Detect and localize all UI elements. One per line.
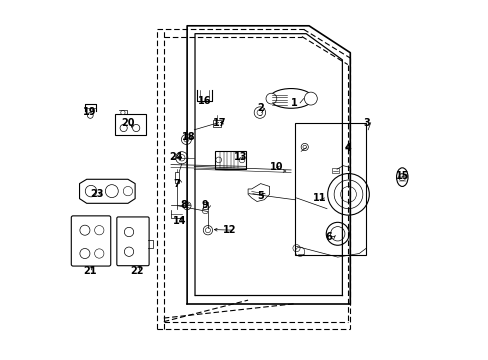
Bar	[332, 168, 338, 173]
Text: 22: 22	[130, 266, 143, 276]
Text: 3: 3	[362, 118, 369, 128]
Circle shape	[181, 134, 191, 144]
Circle shape	[301, 143, 308, 150]
Text: 6: 6	[325, 232, 331, 242]
Text: 7: 7	[173, 179, 180, 189]
Circle shape	[183, 202, 191, 210]
Text: 19: 19	[82, 107, 96, 117]
Bar	[215, 150, 245, 169]
Polygon shape	[247, 184, 269, 202]
Bar	[294, 123, 366, 255]
Text: 16: 16	[198, 96, 211, 106]
Text: 12: 12	[223, 225, 236, 235]
Bar	[174, 172, 179, 183]
FancyBboxPatch shape	[71, 216, 110, 266]
Text: 5: 5	[257, 191, 264, 201]
Circle shape	[175, 152, 187, 164]
Text: 4: 4	[345, 143, 351, 153]
Text: 23: 23	[91, 189, 104, 199]
Bar	[213, 120, 221, 127]
Text: 18: 18	[182, 132, 195, 142]
Text: 2: 2	[257, 103, 264, 113]
Text: 20: 20	[121, 118, 134, 128]
Text: 21: 21	[82, 266, 96, 276]
Text: 24: 24	[169, 152, 183, 162]
Polygon shape	[80, 179, 135, 203]
Ellipse shape	[269, 89, 312, 108]
Circle shape	[203, 226, 212, 235]
Circle shape	[87, 113, 93, 118]
Ellipse shape	[396, 168, 407, 186]
Text: 10: 10	[269, 162, 283, 172]
Circle shape	[254, 107, 265, 118]
Text: 11: 11	[312, 193, 326, 203]
Circle shape	[121, 111, 125, 115]
Bar	[203, 202, 207, 209]
Text: 1: 1	[291, 98, 298, 108]
Text: 13: 13	[234, 152, 247, 162]
Bar	[115, 114, 145, 135]
Circle shape	[304, 92, 317, 105]
Text: 17: 17	[212, 118, 225, 128]
Circle shape	[265, 93, 276, 104]
FancyBboxPatch shape	[117, 217, 149, 266]
Text: 15: 15	[395, 171, 408, 181]
Text: 14: 14	[173, 216, 186, 226]
Text: 8: 8	[180, 200, 186, 210]
Text: 9: 9	[201, 200, 208, 210]
